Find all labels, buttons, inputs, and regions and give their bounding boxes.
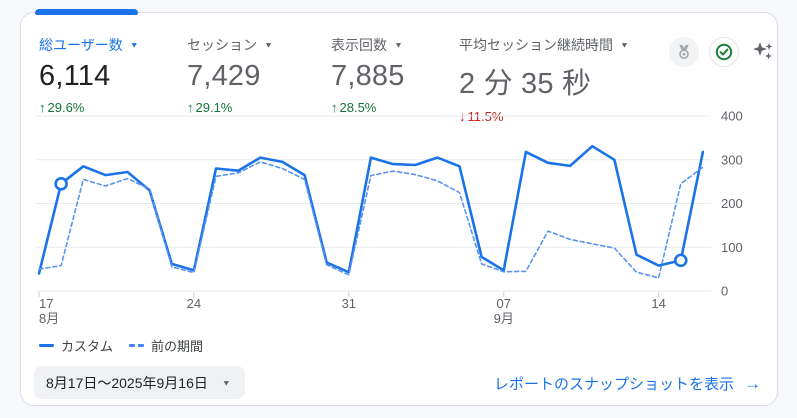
date-range-selector[interactable]: 8月17日〜2025年9月16日 ▼ xyxy=(34,366,245,399)
metric-total-users: 総ユーザー数 ▼ 6,114 ↑ 29.6% xyxy=(39,35,139,115)
x-axis-label: 17 xyxy=(39,296,53,311)
metric-total-users-dropdown[interactable]: 総ユーザー数 ▼ xyxy=(39,35,139,55)
x-axis-label: 31 xyxy=(342,296,356,311)
y-axis-label: 400 xyxy=(721,111,743,124)
solid-line-swatch xyxy=(39,344,54,347)
legend-label: 前の期間 xyxy=(151,339,204,354)
previous-period-line xyxy=(38,161,704,279)
arrow-right-icon: → xyxy=(744,373,761,393)
y-axis-label: 200 xyxy=(721,196,743,211)
metric-delta: ↑ 28.5% xyxy=(331,100,405,115)
date-range-label: 8月17日〜2025年9月16日 xyxy=(46,374,208,391)
metric-views-dropdown[interactable]: 表示回数 ▼ xyxy=(331,35,405,55)
metric-label: 表示回数 xyxy=(331,37,387,53)
sparkle-icon xyxy=(753,42,773,60)
metric-value: 6,114 xyxy=(39,60,111,92)
chevron-down-icon: ▼ xyxy=(129,40,139,49)
metric-value: 2 分 35 秒 xyxy=(459,68,592,100)
metric-sessions: セッション ▼ 7,429 ↑ 29.1% xyxy=(187,35,273,115)
metric-views: 表示回数 ▼ 7,885 ↑ 28.5% xyxy=(331,35,405,115)
chevron-down-icon: ▼ xyxy=(221,378,231,387)
chevron-down-icon: ▼ xyxy=(620,40,629,49)
metric-sessions-dropdown[interactable]: セッション ▼ xyxy=(187,35,273,55)
overview-card: 総ユーザー数 ▼ 6,114 ↑ 29.6% セッション ▼ 7,429 ↑ 2… xyxy=(20,12,778,406)
x-axis-label: 24 xyxy=(187,296,201,311)
metric-avg-session-duration-dropdown[interactable]: 平均セッション継続時間 ▼ xyxy=(459,35,629,55)
current-period-line xyxy=(37,144,705,275)
metric-value: 7,885 xyxy=(331,60,405,92)
report-snapshot-link[interactable]: レポートのスナップショットを表示 → xyxy=(494,373,761,394)
legend-label: カスタム xyxy=(61,339,114,354)
insights-button[interactable] xyxy=(749,38,777,66)
metric-delta: ↑ 29.1% xyxy=(187,100,273,115)
arrow-up-icon: ↑ xyxy=(187,100,194,115)
benchmark-medal-button[interactable] xyxy=(669,37,699,67)
chevron-down-icon: ▼ xyxy=(264,40,273,49)
metric-delta: ↑ 29.6% xyxy=(39,100,139,115)
arrow-up-icon: ↑ xyxy=(331,100,338,115)
y-axis-label: 300 xyxy=(721,152,743,167)
x-axis-label: 14 xyxy=(651,296,665,311)
selected-tab-indicator xyxy=(35,9,138,15)
arrow-up-icon: ↑ xyxy=(39,100,46,115)
y-axis-label: 0 xyxy=(721,284,728,299)
legend-item-previous: 前の期間 xyxy=(129,336,203,355)
metric-label: 総ユーザー数 xyxy=(39,37,123,53)
medal-icon xyxy=(679,44,689,59)
check-circle-icon xyxy=(715,43,733,61)
y-axis-label: 100 xyxy=(721,240,743,255)
metric-label: 平均セッション継続時間 xyxy=(459,37,613,53)
metric-value: 7,429 xyxy=(187,60,261,92)
legend-item-current: カスタム xyxy=(39,336,113,355)
metric-label: セッション xyxy=(187,37,257,53)
chevron-down-icon: ▼ xyxy=(394,40,403,49)
delta-percent: 28.5% xyxy=(339,100,377,115)
x-axis-month-label: 8月 xyxy=(39,311,59,326)
data-point-marker xyxy=(673,253,688,268)
snapshot-link-label: レポートのスナップショットを表示 xyxy=(493,376,734,393)
dashed-line-swatch xyxy=(129,344,145,347)
data-quality-button[interactable] xyxy=(709,37,739,67)
trend-chart: 0 100 200 300 400 17 8月 24 31 07 9月 14 xyxy=(21,109,779,326)
delta-percent: 29.6% xyxy=(47,100,85,115)
header-icons xyxy=(669,37,777,67)
delta-percent: 29.1% xyxy=(195,100,233,115)
x-axis-label: 07 xyxy=(496,296,510,311)
chart-legend: カスタム 前の期間 xyxy=(39,336,203,355)
data-point-marker xyxy=(54,177,68,191)
x-axis-month-label: 9月 xyxy=(494,311,514,326)
